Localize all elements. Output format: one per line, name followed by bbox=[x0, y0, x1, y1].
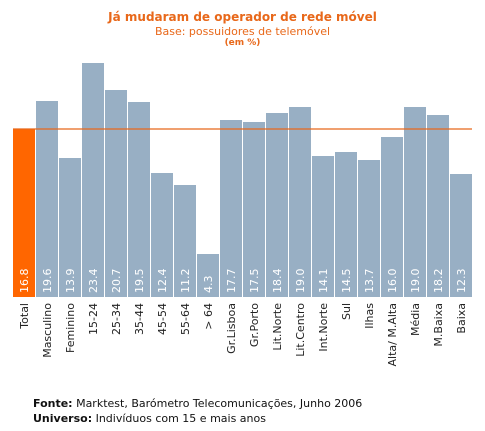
value-label-gr-lisboa: 17.7 bbox=[225, 269, 238, 294]
bar-55-64 bbox=[174, 185, 196, 297]
value-label-15-24: 23.4 bbox=[87, 269, 100, 294]
bar-gr-lisboa bbox=[220, 120, 242, 297]
tick-label-total: Total bbox=[18, 303, 31, 330]
bar-alta-m-alta bbox=[381, 137, 403, 297]
value-label-55-64: 11.2 bbox=[179, 269, 192, 294]
source-text: Marktest, Barómetro Telecomunicações, Ju… bbox=[72, 397, 363, 410]
value-label-alta-m-alta: 16.0 bbox=[386, 269, 399, 294]
value-label-feminino: 13.9 bbox=[64, 269, 77, 294]
title-block: Já mudaram de operador de rede móvel Bas… bbox=[0, 10, 485, 49]
bar-lit-centro bbox=[289, 107, 311, 297]
bar-int-norte bbox=[312, 156, 334, 297]
tick-label-35-44: 35-44 bbox=[133, 303, 146, 335]
value-label-baixa: 12.3 bbox=[455, 269, 468, 294]
universe-label: Universo: bbox=[33, 412, 93, 425]
bar-baixa bbox=[450, 174, 472, 297]
tick-label-m-baixa: M.Baixa bbox=[432, 303, 445, 347]
value-label-lit-centro: 19.0 bbox=[294, 269, 307, 294]
tick-label-alta-m-alta: Alta/ M.Alta bbox=[386, 303, 399, 366]
bar-64 bbox=[197, 254, 219, 297]
bar-45-54 bbox=[151, 173, 173, 297]
value-label-sul: 14.5 bbox=[340, 269, 353, 294]
bar-m-dia bbox=[404, 107, 426, 297]
footer: Fonte: Marktest, Barómetro Telecomunicaç… bbox=[33, 396, 362, 426]
bar-25-34 bbox=[105, 90, 127, 297]
value-label-64: 4.3 bbox=[202, 276, 215, 294]
tick-label-feminino: Feminino bbox=[64, 303, 77, 353]
value-label-m-baixa: 18.2 bbox=[432, 269, 445, 294]
bar-ilhas bbox=[358, 160, 380, 297]
tick-label-masculino: Masculino bbox=[41, 303, 54, 358]
tick-label-gr-porto: Gr.Porto bbox=[248, 303, 261, 347]
tick-label-64: > 64 bbox=[202, 303, 215, 330]
value-label-lit-norte: 18.4 bbox=[271, 269, 284, 294]
tick-label-55-64: 55-64 bbox=[179, 303, 192, 335]
value-label-int-norte: 14.1 bbox=[317, 269, 330, 294]
chart-subtitle: Base: possuidores de telemóvel bbox=[154, 25, 331, 38]
tick-label-ilhas: Ilhas bbox=[363, 303, 376, 329]
value-label-25-34: 20.7 bbox=[110, 269, 123, 294]
tick-label-int-norte: Int.Norte bbox=[317, 303, 330, 352]
source-label: Fonte: bbox=[33, 397, 73, 410]
value-label-total: 16.8 bbox=[18, 269, 31, 294]
bar-total bbox=[13, 129, 35, 297]
tick-label-sul: Sul bbox=[340, 303, 353, 320]
universe-line: Universo: Indivíduos com 15 e mais anos bbox=[33, 411, 362, 426]
bar-15-24 bbox=[82, 63, 104, 297]
value-label-45-54: 12.4 bbox=[156, 269, 169, 294]
value-label-m-dia: 19.0 bbox=[409, 269, 422, 294]
tick-label-lit-norte: Lit.Norte bbox=[271, 303, 284, 351]
chart-title: Já mudaram de operador de rede móvel bbox=[108, 10, 377, 24]
tick-label-m-dia: Média bbox=[409, 303, 422, 336]
bar-lit-norte bbox=[266, 113, 288, 297]
tick-label-45-54: 45-54 bbox=[156, 303, 169, 335]
source-line: Fonte: Marktest, Barómetro Telecomunicaç… bbox=[33, 396, 362, 411]
tick-label-baixa: Baixa bbox=[455, 303, 468, 334]
bar-gr-porto bbox=[243, 122, 265, 297]
bar-35-44 bbox=[128, 102, 150, 297]
value-label-35-44: 19.5 bbox=[133, 269, 146, 294]
value-label-ilhas: 13.7 bbox=[363, 269, 376, 294]
value-label-gr-porto: 17.5 bbox=[248, 269, 261, 294]
bar-m-baixa bbox=[427, 115, 449, 297]
bar-masculino bbox=[36, 101, 58, 297]
tick-label-gr-lisboa: Gr.Lisboa bbox=[225, 303, 238, 354]
bar-sul bbox=[335, 152, 357, 297]
bar-feminino bbox=[59, 158, 81, 297]
tick-label-15-24: 15-24 bbox=[87, 303, 100, 335]
universe-text: Indivíduos com 15 e mais anos bbox=[92, 412, 266, 425]
tick-label-25-34: 25-34 bbox=[110, 303, 123, 335]
value-label-masculino: 19.6 bbox=[41, 269, 54, 294]
tick-label-lit-centro: Lit.Centro bbox=[294, 303, 307, 357]
chart-unit: (em %) bbox=[224, 38, 261, 48]
